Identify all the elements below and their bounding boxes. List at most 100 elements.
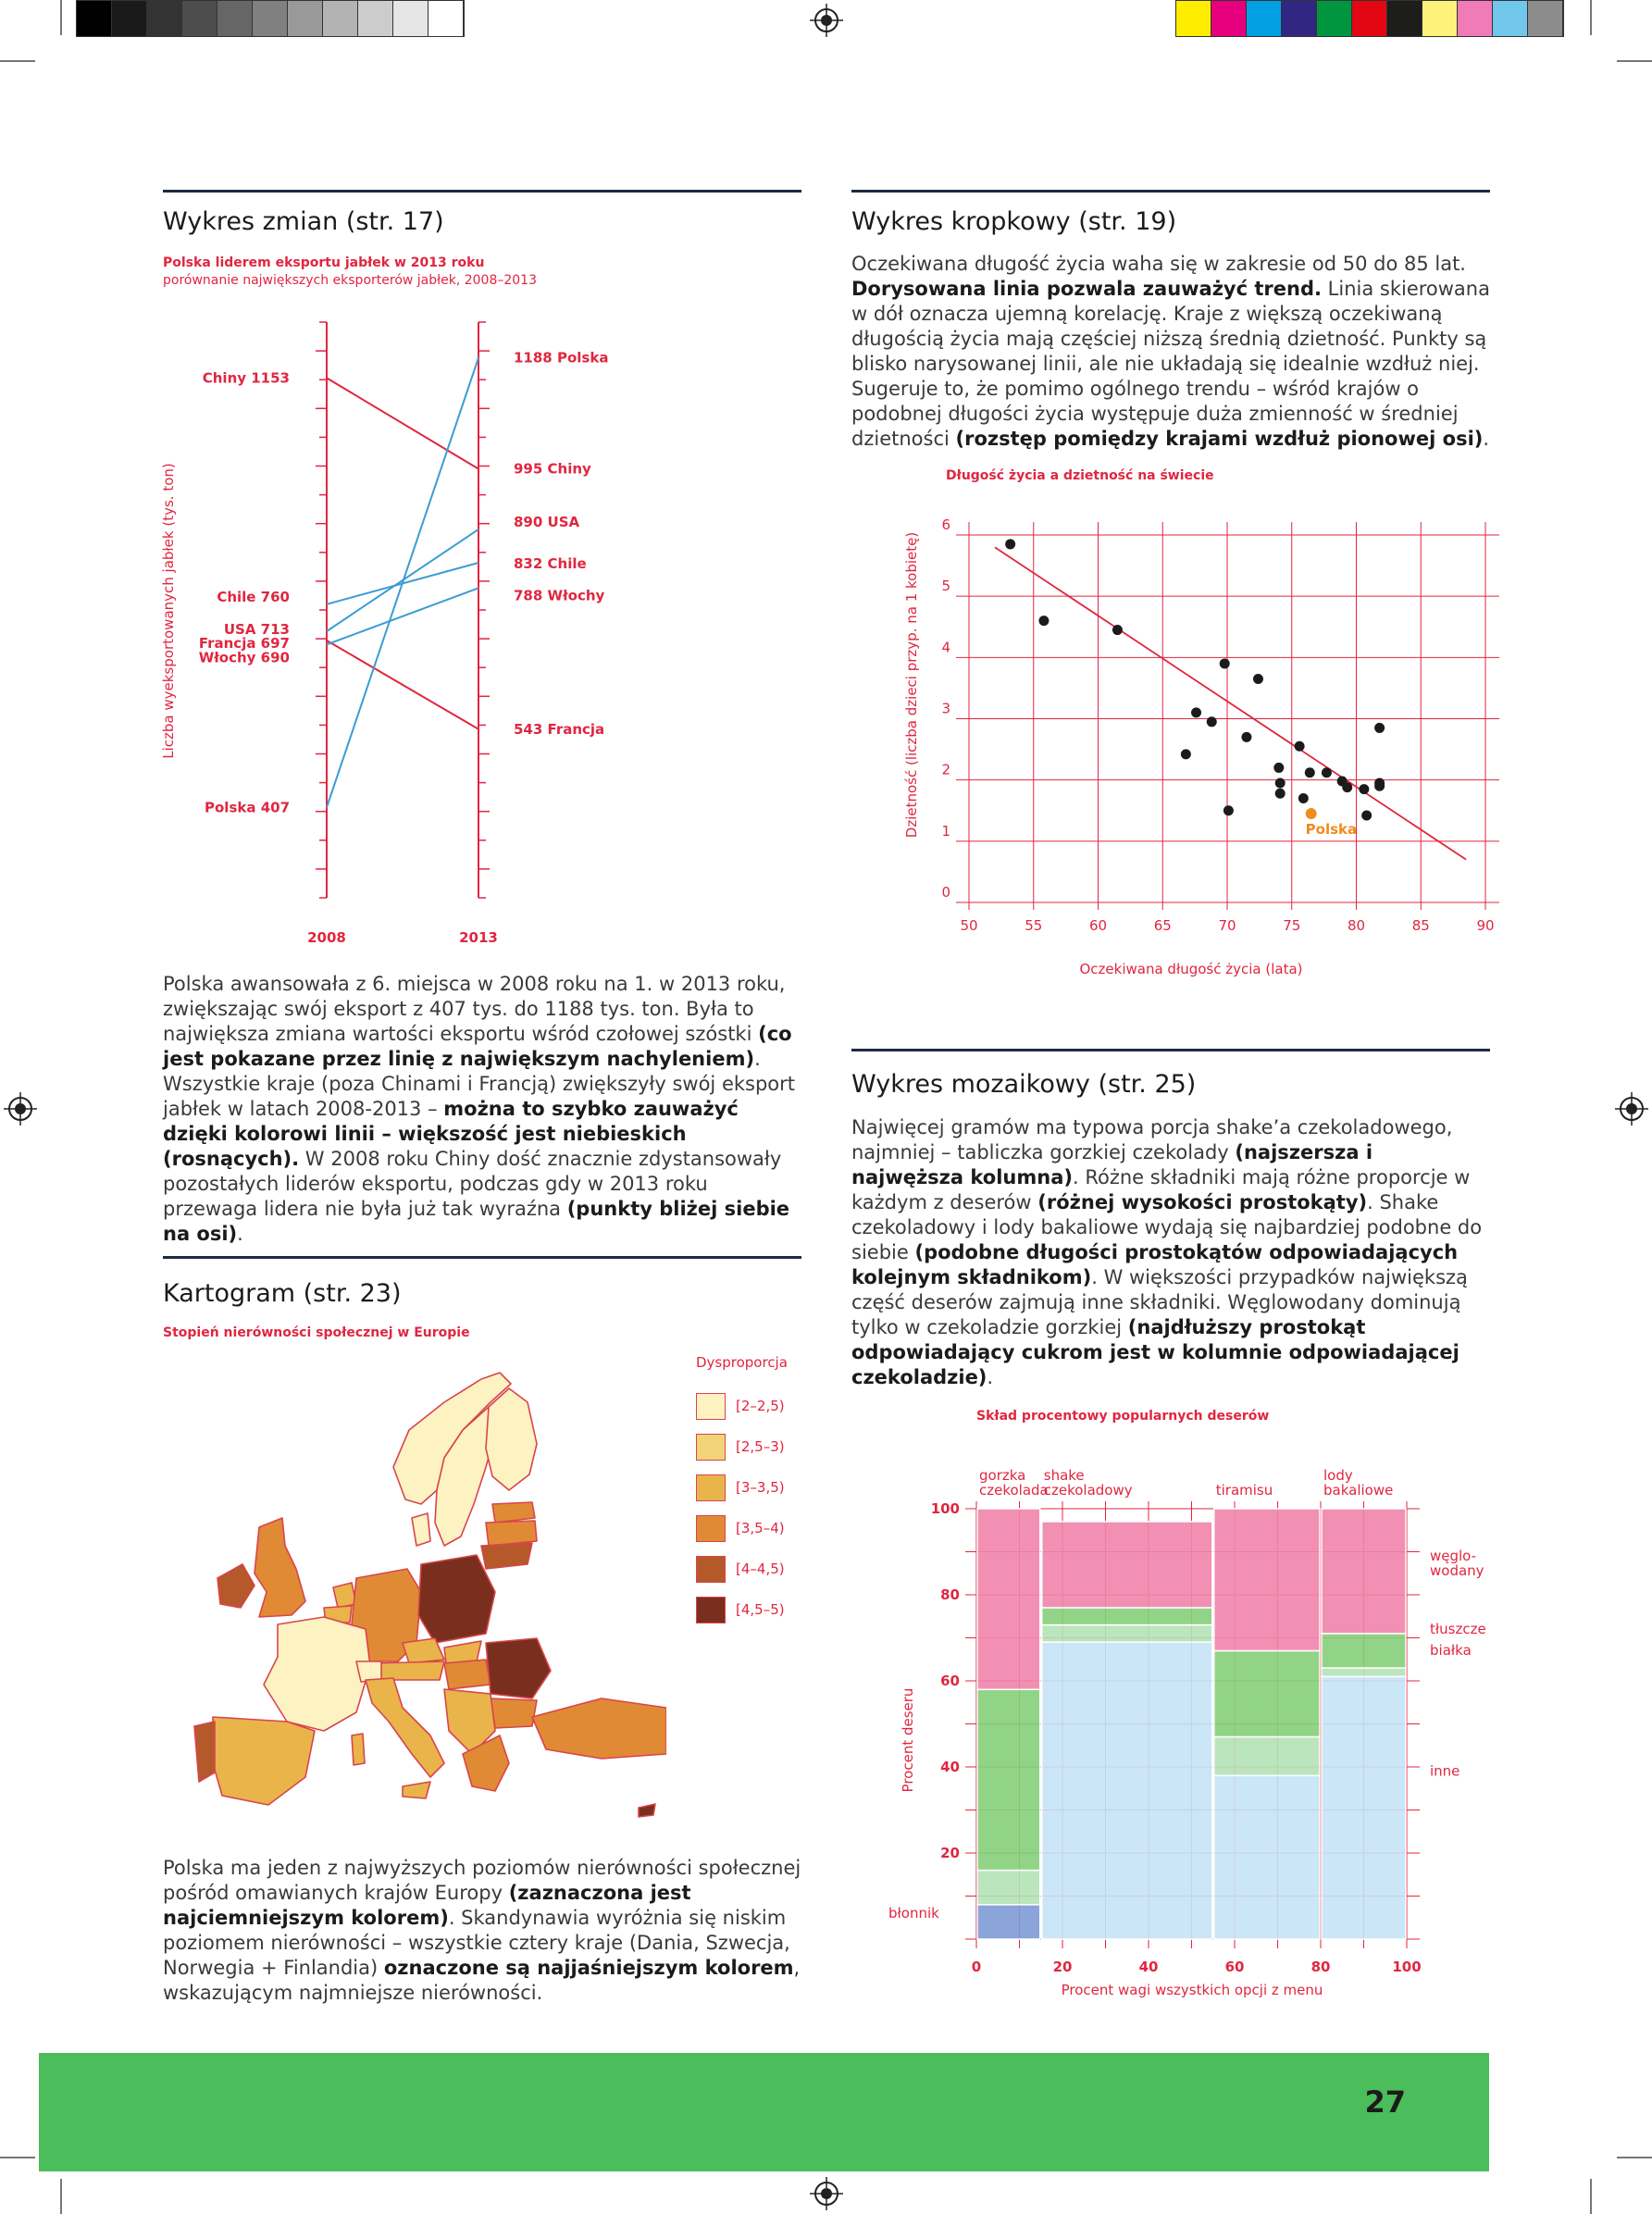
mosaic-component-label: tłuszcze xyxy=(1430,1621,1486,1637)
scatter-y-tick: 0 xyxy=(941,884,950,901)
mosaic-x-tick: 0 xyxy=(972,1959,981,1975)
scatter-x-tick: 60 xyxy=(1089,917,1107,934)
paragraph-text: . xyxy=(1483,428,1490,450)
color-swatch xyxy=(1422,1,1458,36)
scatter-point xyxy=(1304,767,1315,778)
scatter-point-poland xyxy=(1305,808,1317,820)
paragraph-text: , wskazującym najmniejsze nierówności. xyxy=(163,1957,801,2004)
paragraph-text: Najwięcej gramów ma typowa porcja shake’… xyxy=(851,1116,1453,1163)
mosaic-y-tick: 80 xyxy=(940,1586,960,1603)
mosaic-y-tick: 20 xyxy=(940,1845,960,1861)
gray-swatch xyxy=(393,1,429,36)
slope-x-tick: 2013 xyxy=(459,929,498,946)
gray-swatch xyxy=(77,1,112,36)
mosaic-component-label: błonnik xyxy=(888,1905,939,1922)
registration-mark-top xyxy=(810,4,843,37)
scatter-point xyxy=(1374,722,1385,733)
paragraph-text: Polska awansowała z 6. miejsca w 2008 ro… xyxy=(163,973,786,1045)
paragraph-text: . xyxy=(987,1366,994,1388)
scatter-x-tick: 90 xyxy=(1476,917,1494,934)
section-rule-2 xyxy=(851,190,1490,193)
map-norway xyxy=(392,1372,512,1505)
color-swatch xyxy=(1387,1,1422,36)
map-lithuania xyxy=(480,1542,533,1570)
gray-swatch xyxy=(253,1,288,36)
paragraph-emphasis: można to szybko zauważyć dzięki kolorowi… xyxy=(163,1098,739,1170)
section-heading-cartogram: Kartogram (str. 23) xyxy=(163,1279,402,1308)
color-swatch xyxy=(1493,1,1528,36)
scatter-point xyxy=(1005,539,1016,550)
mosaic-x-tick: 20 xyxy=(1053,1959,1073,1975)
slope-line-francja xyxy=(326,640,479,730)
color-swatch xyxy=(1176,1,1211,36)
scatter-chart-title: Długość życia a dzietność na świecie xyxy=(946,468,1214,483)
legend-label: [4,5–5) xyxy=(736,1601,785,1618)
gray-swatch xyxy=(323,1,358,36)
section-rule-4 xyxy=(851,1049,1490,1051)
slope-chart-title: Polska liderem eksportu jabłek w 2013 ro… xyxy=(163,255,485,270)
map-cyprus xyxy=(638,1803,656,1818)
scatter-point xyxy=(1298,793,1309,804)
paragraph-emphasis: (różnej wysokości prostokąty) xyxy=(1037,1191,1368,1213)
map-balkans xyxy=(443,1688,496,1755)
map-hungary xyxy=(443,1659,491,1690)
gray-swatch xyxy=(288,1,323,36)
gray-swatch xyxy=(182,1,217,36)
europe-map xyxy=(193,1372,666,1818)
map-austria xyxy=(374,1660,445,1681)
slope-label-2008: Francja 697 xyxy=(199,635,290,652)
slope-label-2013: 1188 Polska xyxy=(514,350,608,367)
map-sardinia xyxy=(351,1733,366,1766)
slope-line-chiny xyxy=(326,377,479,470)
scatter-x-tick: 55 xyxy=(1025,917,1042,934)
map-netherlands xyxy=(332,1582,357,1609)
mosaic-paragraph: Najwięcej gramów ma typowa porcja shake’… xyxy=(851,1115,1490,1390)
gray-swatch xyxy=(429,1,464,36)
legend-label: [2,5–3) xyxy=(736,1438,785,1455)
paragraph-text: . Skandynawia wyróżnia się niskim poziom… xyxy=(163,1907,790,1979)
slope-line-polska xyxy=(326,357,479,808)
map-portugal xyxy=(193,1721,216,1783)
section-rule-3 xyxy=(163,1256,801,1259)
section-heading-mosaic: Wykres mozaikowy (str. 25) xyxy=(851,1070,1197,1099)
map-uk xyxy=(254,1517,306,1618)
slope-line-włochy xyxy=(326,587,479,646)
mosaic-cell xyxy=(976,1904,1041,1940)
paragraph-text: W 2008 roku Chiny dość znacznie zdystans… xyxy=(163,1148,782,1220)
legend-label: [3,5–4) xyxy=(736,1520,785,1536)
scatter-point xyxy=(1294,740,1305,752)
scatter-point xyxy=(1223,805,1234,816)
scatter-point xyxy=(1273,762,1285,773)
scatter-point xyxy=(1361,810,1373,821)
mosaic-y-label: Procent deseru xyxy=(900,1688,916,1793)
scatter-highlight-label: Polska xyxy=(1306,821,1357,838)
scatter-y-label: Dzietność (liczba dzieci przyp. na 1 kob… xyxy=(903,532,920,838)
mosaic-cell xyxy=(1321,1508,1407,1635)
map-finland xyxy=(485,1387,538,1491)
mosaic-cell xyxy=(1213,1735,1321,1777)
mosaic-cell xyxy=(976,1688,1041,1872)
page-number: 27 xyxy=(1364,2084,1406,2120)
gray-swatch xyxy=(358,1,393,36)
mosaic-component-label: białka xyxy=(1430,1642,1472,1659)
legend-swatch xyxy=(696,1556,726,1583)
mosaic-x-tick: 40 xyxy=(1139,1959,1159,1975)
mosaic-column-label: shake czekoladowy xyxy=(1044,1467,1133,1499)
mosaic-cell xyxy=(1321,1675,1407,1940)
legend-swatch xyxy=(696,1474,726,1501)
legend-label: [4–4,5) xyxy=(736,1561,785,1577)
gray-swatch xyxy=(217,1,253,36)
scatter-y-tick: 1 xyxy=(941,823,950,840)
registration-mark-bottom xyxy=(810,2177,843,2210)
scatter-x-tick: 75 xyxy=(1283,917,1300,934)
mosaic-cell xyxy=(1041,1623,1213,1643)
scatter-x-label: Oczekiwana długość życia (lata) xyxy=(1079,961,1302,977)
legend-swatch xyxy=(696,1434,726,1461)
section-rule-1 xyxy=(163,190,801,193)
legend-label: [3–3,5) xyxy=(736,1479,785,1496)
scatter-point xyxy=(1191,707,1202,718)
map-greece xyxy=(462,1735,510,1792)
mosaic-component-label: węglo-wodany xyxy=(1430,1548,1484,1579)
paragraph-text: . Shake czekoladowy i lody bakaliowe wyd… xyxy=(851,1191,1483,1263)
paragraph-emphasis: oznaczone są najjaśniejszym kolorem xyxy=(383,1957,794,1979)
